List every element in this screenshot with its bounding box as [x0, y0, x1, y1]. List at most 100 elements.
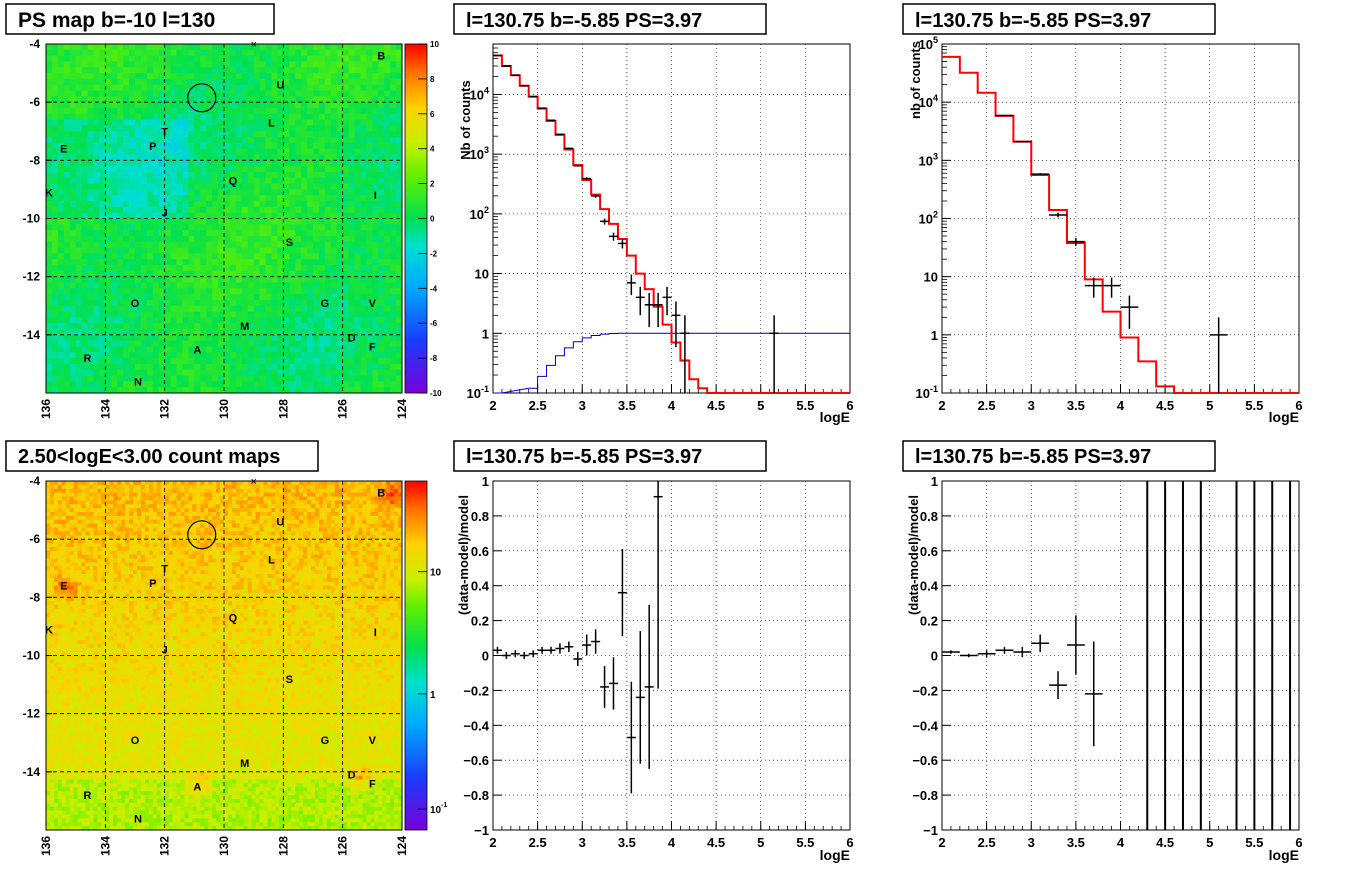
ps-map-cell [51, 381, 59, 388]
ps-map-cell [348, 107, 356, 115]
count-map-cell [342, 515, 348, 521]
ps-map-cell [81, 369, 89, 377]
ps-map-cell [206, 346, 213, 353]
count-map-cell [172, 500, 178, 505]
ps-map-source-label: E [60, 144, 67, 156]
count-map-cell [117, 492, 122, 498]
ps-map-cell [318, 61, 326, 68]
ps-map-cell [99, 171, 106, 179]
ps-map-cell [253, 288, 261, 295]
ps-map-cell [366, 137, 373, 144]
ps-map-cell [348, 67, 356, 74]
ps-map-cell [206, 78, 213, 86]
ps-map-cell [289, 323, 296, 330]
count-map-cell [140, 535, 146, 540]
ps-map-cell [396, 340, 403, 347]
ps-map-cell [330, 49, 338, 57]
count-map-cell [46, 515, 51, 521]
ps-map-cell [105, 195, 112, 202]
ps-map-cell [396, 311, 403, 318]
count-map-cell [358, 504, 363, 509]
count-map-cell [275, 527, 280, 532]
ps-map-cell [283, 241, 290, 249]
count-map-cell [330, 488, 336, 494]
ps-map-cell [354, 369, 361, 377]
ps-map-cell [87, 137, 94, 144]
count-map-cell [243, 492, 249, 498]
ps-map-cell [200, 334, 207, 342]
ps-map-cell [295, 363, 302, 371]
ps-map-cell [51, 166, 59, 173]
ps-map-cell [123, 67, 130, 74]
ps-map-cell [235, 84, 243, 92]
ps-map-cell [235, 317, 243, 324]
ps-map-cell [63, 224, 71, 231]
count-map-cell [121, 484, 126, 490]
ps-map-cell [360, 387, 367, 394]
ps-map-cell [224, 171, 231, 179]
count-map-cell [382, 488, 387, 494]
ps-map-cell [378, 352, 385, 359]
ps-map-cell [57, 67, 65, 74]
ps-map-cell [289, 346, 296, 353]
ps-map-cell [265, 201, 272, 208]
count-map-cell [247, 481, 253, 486]
count-map-cell [105, 527, 110, 532]
ps-map-cell [51, 154, 59, 161]
ps-map-cell [75, 113, 83, 121]
count-map-cell [129, 515, 134, 521]
ps-map-cell [206, 67, 213, 74]
count-map-cell [168, 504, 174, 509]
count-map-cell [113, 531, 118, 536]
ps-map-cell [289, 334, 296, 342]
count-map-cell [235, 512, 241, 517]
ps-map-cell [218, 387, 225, 394]
ps-map-cell [253, 73, 261, 80]
ps-map-cell [140, 96, 148, 103]
count-map-cell [326, 484, 332, 490]
ps-map-cell [87, 334, 94, 342]
ps-map-cell [176, 387, 183, 394]
ps-map-cell [342, 113, 350, 121]
ps-map-cell [117, 102, 124, 109]
ps-map-cell [99, 90, 106, 97]
ps-map-cell [111, 96, 118, 103]
ps-map-cell [372, 259, 379, 266]
count-map-cell [263, 492, 269, 498]
count-map-cell [172, 488, 178, 494]
ps-map-cell [117, 276, 124, 283]
count-map-cell [378, 508, 383, 513]
ps-map-cell [354, 189, 361, 196]
count-map-cell [77, 519, 83, 525]
ps-map-cell [152, 119, 160, 126]
ps-map-cell [330, 253, 338, 260]
ps-map-cell [289, 102, 296, 109]
ps-map-cell [63, 270, 71, 278]
count-map-cell [314, 515, 320, 521]
ps-map-cell [99, 294, 106, 301]
ps-map-cell [354, 107, 361, 115]
count-map-cell [322, 500, 328, 505]
count-map-cell [200, 535, 205, 540]
count-map-cell [382, 523, 387, 529]
count-map-cell [283, 508, 288, 513]
ps-map-cell [135, 259, 142, 266]
ps-map-cell [235, 329, 243, 336]
count-map-cell [271, 488, 276, 494]
ps-map-cell [330, 183, 338, 190]
count-map-cell [291, 512, 296, 517]
ps-map-cell [271, 329, 278, 336]
count-map-cell [394, 484, 399, 490]
ps-map-cell [218, 346, 225, 353]
ps-map-cell [259, 212, 267, 219]
ps-map-cell [87, 44, 94, 51]
ps-map-cell [307, 206, 314, 214]
ps-map-cell [170, 61, 178, 68]
ps-map-cell [271, 131, 278, 138]
ps-map-cell [253, 265, 261, 272]
ps-map-cell [247, 67, 255, 74]
ps-map-cell [271, 387, 278, 394]
ps-map-cell [182, 137, 189, 144]
ps-map-cell [224, 55, 231, 62]
ps-map-cell [354, 224, 361, 231]
